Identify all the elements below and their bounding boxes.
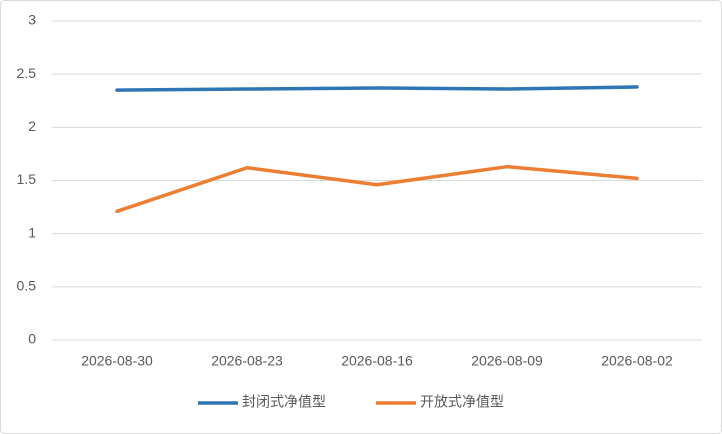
y-tick-label: 1.5 [17, 171, 37, 187]
legend-label: 开放式净值型 [420, 394, 504, 410]
y-tick-label: 2 [28, 118, 36, 134]
x-tick-label: 2026-08-09 [471, 353, 543, 369]
y-tick-label: 1 [28, 224, 36, 240]
y-tick-label: 3 [28, 12, 36, 28]
y-tick-label: 2.5 [17, 65, 37, 81]
y-tick-label: 0.5 [17, 278, 37, 294]
x-tick-label: 2026-08-23 [211, 353, 283, 369]
x-tick-label: 2026-08-02 [601, 353, 673, 369]
x-tick-label: 2026-08-16 [341, 353, 413, 369]
y-tick-label: 0 [28, 331, 36, 347]
legend-label: 封闭式净值型 [242, 394, 326, 410]
series-line [115, 85, 639, 92]
x-tick-label: 2026-08-30 [81, 353, 153, 369]
series-line [115, 164, 639, 214]
